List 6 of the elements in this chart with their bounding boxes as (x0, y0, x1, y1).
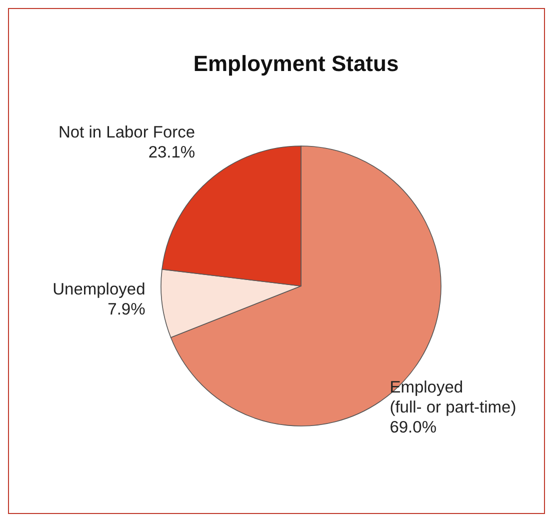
data-label: 23.1% (148, 143, 196, 162)
data-label: 69.0% (390, 418, 437, 436)
slice-label: Not in Labor Force (58, 123, 196, 142)
slice-label: Unemployed (52, 280, 146, 299)
data-label: 7.9% (108, 300, 146, 319)
chart-title: Employment Status (193, 51, 399, 76)
